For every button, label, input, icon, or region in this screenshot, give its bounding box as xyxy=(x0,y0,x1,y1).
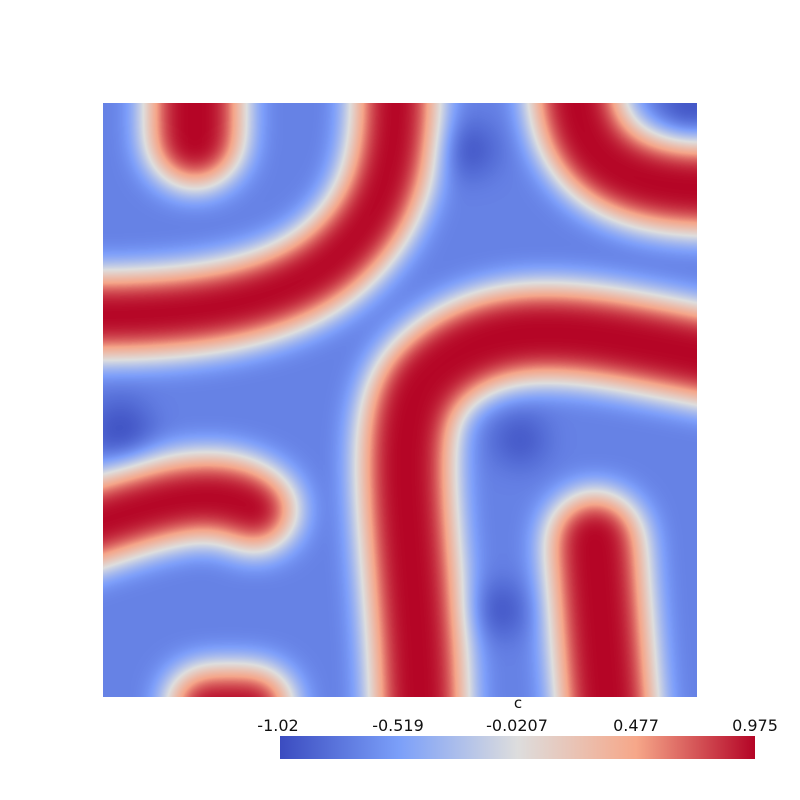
field-blob xyxy=(547,492,655,697)
colorbar-gradient xyxy=(280,736,755,759)
colorbar-tick-label: -0.519 xyxy=(372,716,424,735)
scalar-field-plot xyxy=(103,103,697,697)
field-blob xyxy=(103,103,437,357)
colorbar-title: c xyxy=(514,694,522,712)
colorbar-tick-label: 0.975 xyxy=(732,716,778,735)
field-blob xyxy=(103,455,296,564)
colorbar: c -1.02 -0.519 -0.0207 0.477 0.975 xyxy=(257,694,778,759)
field-blob xyxy=(531,103,697,232)
colorbar-tick-label: -1.02 xyxy=(257,716,298,735)
colorbar-tick-label: -0.0207 xyxy=(486,716,548,735)
field-blob xyxy=(359,286,697,697)
field-low-regions xyxy=(103,103,697,635)
colorbar-tick-label: 0.477 xyxy=(613,716,659,735)
field-high-regions xyxy=(103,103,697,697)
